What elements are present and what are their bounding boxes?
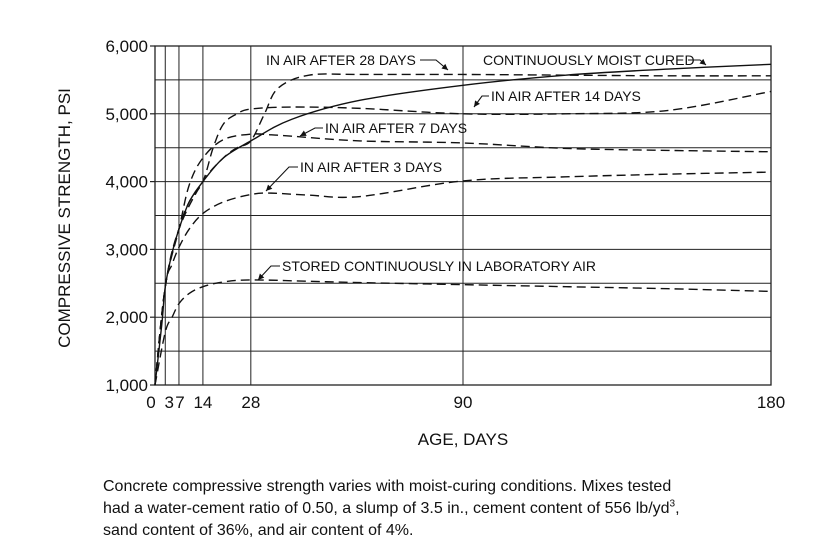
series-line-4 bbox=[154, 171, 772, 386]
chart-ticks: 1,000 2,000 3,000 4,000 5,000 6,000 0 3 7 14 28 90 1… bbox=[105, 37, 785, 412]
y-tick-label: 2,000 bbox=[105, 308, 148, 327]
annotation-label: IN AIR AFTER 7 DAYS bbox=[325, 120, 467, 136]
plot-frame bbox=[154, 45, 772, 386]
chart-annotations: CONTINUOUSLY MOIST CURED IN AIR AFTER 28 … bbox=[257, 52, 707, 281]
caption-line-1: Concrete compressive strength varies wit… bbox=[103, 478, 672, 495]
series-line-2 bbox=[154, 90, 772, 386]
y-tick-label: 5,000 bbox=[105, 105, 148, 124]
x-axis-label: AGE, DAYS bbox=[418, 430, 508, 449]
annotation-1: IN AIR AFTER 28 DAYS bbox=[266, 52, 449, 71]
annotation-arrowhead bbox=[300, 130, 307, 136]
annotation-arrowhead bbox=[266, 184, 273, 191]
y-tick-label: 1,000 bbox=[105, 376, 148, 395]
caption-line-2-end: , bbox=[675, 500, 680, 517]
annotation-label: IN AIR AFTER 14 DAYS bbox=[491, 88, 641, 104]
x-tick-label: 14 bbox=[193, 393, 212, 412]
caption-line-2-text: had a water-cement ratio of 0.50, a slum… bbox=[103, 500, 670, 517]
annotation-2: IN AIR AFTER 14 DAYS bbox=[473, 88, 641, 108]
caption-superscript: 3 bbox=[669, 498, 676, 510]
annotation-label: CONTINUOUSLY MOIST CURED bbox=[483, 52, 695, 68]
x-tick-label: 0 bbox=[146, 393, 155, 412]
series-line-3 bbox=[154, 133, 772, 386]
x-tick-label: 180 bbox=[757, 393, 785, 412]
x-tick-label: 90 bbox=[454, 393, 473, 412]
annotation-0: CONTINUOUSLY MOIST CURED bbox=[483, 52, 707, 68]
annotation-leader bbox=[257, 265, 280, 281]
annotation-label: STORED CONTINUOUSLY IN LABORATORY AIR bbox=[282, 258, 596, 274]
annotation-3: IN AIR AFTER 7 DAYS bbox=[299, 120, 467, 137]
x-tick-label: 28 bbox=[241, 393, 260, 412]
y-tick-label: 6,000 bbox=[105, 37, 148, 56]
annotation-arrowhead bbox=[441, 63, 448, 70]
annotation-5: STORED CONTINUOUSLY IN LABORATORY AIR bbox=[257, 258, 596, 281]
x-tick-label: 7 bbox=[175, 393, 184, 412]
annotation-leader bbox=[265, 166, 298, 192]
annotation-label: IN AIR AFTER 28 DAYS bbox=[266, 52, 416, 68]
annotation-arrowhead bbox=[258, 273, 265, 280]
y-tick-label: 3,000 bbox=[105, 240, 148, 259]
y-axis-label: COMPRESSIVE STRENGTH, PSI bbox=[55, 88, 74, 348]
figure-caption: Concrete compressive strength varies wit… bbox=[103, 476, 803, 542]
annotation-arrowhead bbox=[699, 58, 706, 65]
x-tick-label: 3 bbox=[165, 393, 174, 412]
y-tick-label: 4,000 bbox=[105, 173, 148, 192]
series-line-5 bbox=[154, 279, 772, 386]
chart-series bbox=[154, 63, 772, 386]
strength-chart: CONTINUOUSLY MOIST CURED IN AIR AFTER 28 … bbox=[55, 37, 785, 449]
annotation-label: IN AIR AFTER 3 DAYS bbox=[300, 159, 442, 175]
annotation-arrowhead bbox=[474, 100, 480, 107]
annotation-4: IN AIR AFTER 3 DAYS bbox=[265, 159, 442, 192]
caption-line-2: had a water-cement ratio of 0.50, a slum… bbox=[103, 498, 803, 520]
caption-line-3: sand content of 36%, and air content of … bbox=[103, 522, 414, 539]
chart-grid bbox=[154, 45, 772, 386]
